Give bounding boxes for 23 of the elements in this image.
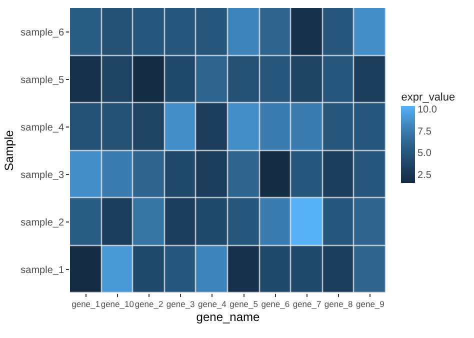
x-tick-label: gene_10 — [100, 299, 134, 310]
y-tick-label: sample_6 — [20, 27, 64, 38]
y-tick-label: sample_1 — [20, 264, 64, 276]
x-tick-label: gene_6 — [261, 299, 290, 310]
x-axis-title: gene_name — [196, 310, 260, 324]
color-bar-label: 2.5 — [418, 170, 432, 181]
color-bar-label: 10.0 — [418, 104, 438, 116]
x-tick-label: gene_8 — [324, 299, 354, 310]
x-tick-label: gene_3 — [166, 299, 196, 310]
y-tick-label: sample_4 — [20, 122, 64, 134]
x-tick-label: gene_7 — [292, 299, 322, 310]
x-tick-label: gene_5 — [230, 299, 258, 310]
color-bar-label: 5.0 — [418, 148, 432, 160]
color-bar-title: expr_value — [401, 92, 456, 104]
y-tick-label: sample_3 — [20, 170, 64, 181]
color-bar-label: 7.5 — [418, 126, 432, 138]
y-tick-label: sample_2 — [20, 217, 64, 228]
x-tick-label: gene_9 — [356, 299, 385, 310]
x-tick-label: gene_1 — [72, 299, 100, 310]
y-tick-label: sample_5 — [20, 74, 64, 86]
x-tick-label: gene_4 — [198, 299, 227, 310]
x-tick-label: gene_2 — [134, 299, 164, 310]
y-axis-title: Sample — [2, 130, 16, 171]
